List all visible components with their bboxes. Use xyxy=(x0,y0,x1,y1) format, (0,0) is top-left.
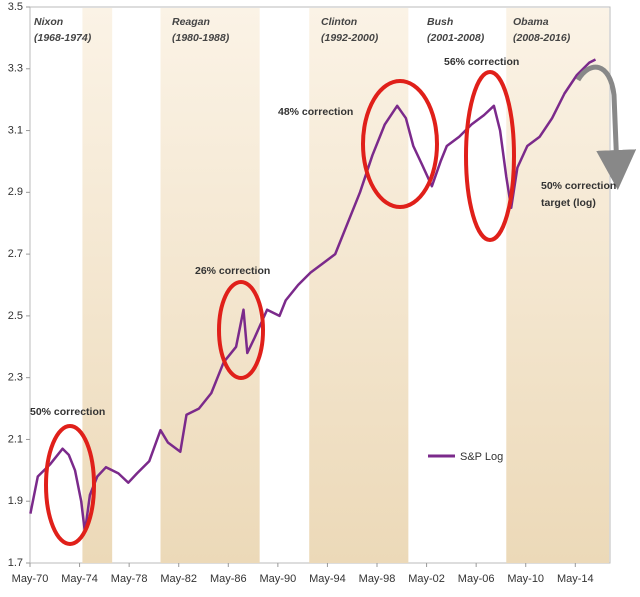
annotation: 26% correction xyxy=(195,265,270,277)
period-years: (2008-2016) xyxy=(513,32,571,44)
highlight-circles xyxy=(44,70,516,546)
x-tick-label: May-74 xyxy=(61,573,98,585)
x-tick-label: May-86 xyxy=(210,573,247,585)
y-tick-label: 1.9 xyxy=(8,495,23,507)
circle xyxy=(464,70,516,242)
x-tick-label: May-98 xyxy=(359,573,396,585)
annotation: 50% correction xyxy=(541,180,616,192)
x-tick-label: May-82 xyxy=(160,573,197,585)
period-name: Obama xyxy=(513,16,549,28)
period-years: (1968-1974) xyxy=(34,32,92,44)
circle xyxy=(44,424,96,546)
circle xyxy=(361,79,439,209)
y-tick-label: 2.5 xyxy=(8,310,23,322)
x-tick-label: May-78 xyxy=(111,573,148,585)
shaded-period xyxy=(506,8,610,563)
annotation: 50% correction xyxy=(30,406,105,418)
shaded-period xyxy=(82,8,113,563)
y-tick-label: 2.3 xyxy=(8,372,23,384)
x-tick-label: May-06 xyxy=(458,573,495,585)
period-name: Bush xyxy=(427,16,453,28)
legend-label: S&P Log xyxy=(460,451,503,463)
annotation: target (log) xyxy=(541,197,596,209)
period-name: Reagan xyxy=(172,16,210,28)
x-tick-label: May-02 xyxy=(408,573,445,585)
y-tick-label: 1.7 xyxy=(8,557,23,569)
period-years: (2001-2008) xyxy=(427,32,485,44)
annotation: 48% correction xyxy=(278,106,353,118)
x-tick-label: May-14 xyxy=(557,573,594,585)
x-tick-label: May-90 xyxy=(260,573,297,585)
y-tick-label: 3.5 xyxy=(8,1,23,13)
annotation: 56% correction xyxy=(444,56,519,68)
data-line xyxy=(29,58,597,534)
shaded-period xyxy=(160,8,260,563)
period-name: Clinton xyxy=(321,16,357,28)
y-tick-label: 2.1 xyxy=(8,433,23,445)
y-tick-label: 2.9 xyxy=(8,186,23,198)
period-name: Nixon xyxy=(34,16,63,28)
period-years: (1992-2000) xyxy=(321,32,379,44)
x-tick-label: May-10 xyxy=(507,573,544,585)
y-tick-label: 2.7 xyxy=(8,248,23,260)
correction-arrow xyxy=(575,64,637,190)
x-tick-label: May-94 xyxy=(309,573,346,585)
y-tick-label: 3.3 xyxy=(8,63,23,75)
circle xyxy=(217,280,265,380)
x-tick-label: May-70 xyxy=(12,573,49,585)
shaded-period xyxy=(309,8,409,563)
period-years: (1980-1988) xyxy=(172,32,230,44)
y-tick-label: 3.1 xyxy=(8,124,23,136)
